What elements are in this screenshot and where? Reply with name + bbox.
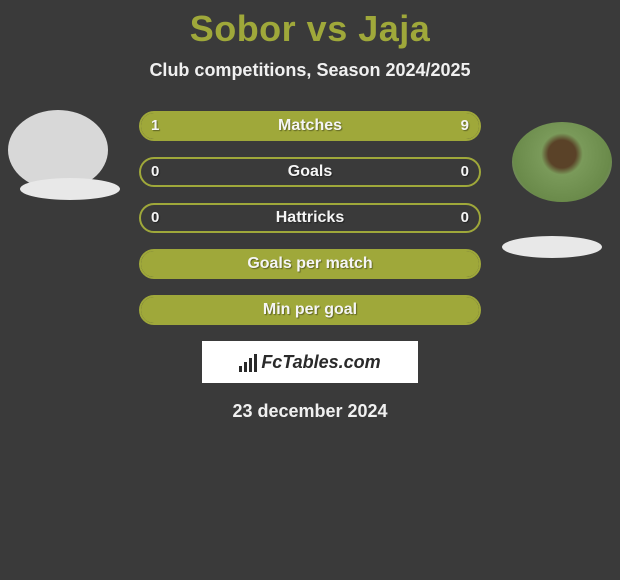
player-right-name-chip: [502, 236, 602, 258]
bars-icon: [239, 352, 257, 372]
date-label: 23 december 2024: [0, 401, 620, 422]
stat-label: Matches: [141, 113, 479, 139]
stat-row: 00Hattricks: [139, 203, 481, 233]
stat-label: Min per goal: [141, 297, 479, 323]
stat-row: Min per goal: [139, 295, 481, 325]
player-left-name-chip: [20, 178, 120, 200]
brand-logo[interactable]: FcTables.com: [202, 341, 418, 383]
stat-label: Goals: [141, 159, 479, 185]
stat-label: Hattricks: [141, 205, 479, 231]
page-title: Sobor vs Jaja: [0, 0, 620, 50]
brand-text: FcTables.com: [261, 352, 380, 373]
player-right-photo: [512, 122, 612, 202]
stat-label: Goals per match: [141, 251, 479, 277]
stat-row: 00Goals: [139, 157, 481, 187]
stat-row: 19Matches: [139, 111, 481, 141]
stat-bars: 19Matches 00Goals 00Hattricks Goals per mat…: [139, 111, 481, 325]
subtitle: Club competitions, Season 2024/2025: [0, 60, 620, 81]
stat-row: Goals per match: [139, 249, 481, 279]
